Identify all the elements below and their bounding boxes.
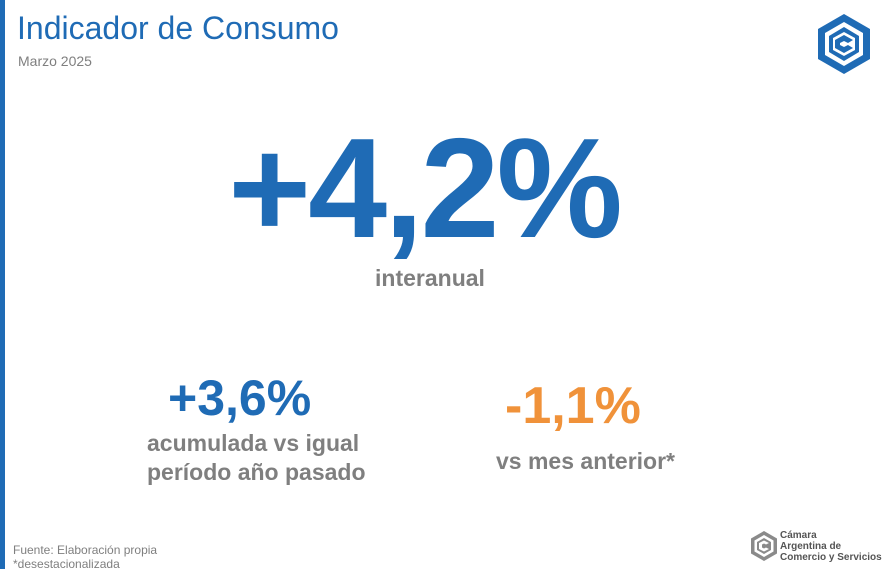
org-name-line: Argentina de — [780, 541, 842, 552]
org-name-line: Comercio y Servicios — [780, 552, 882, 563]
accumulated-label-line: acumulada vs igual — [147, 430, 360, 456]
org-name: Cámara Argentina de Comercio y Servicios — [780, 530, 882, 563]
source-note: Fuente: Elaboración propia — [13, 543, 158, 557]
interannual-value: +4,2% — [228, 109, 623, 268]
report-date: Marzo 2025 — [18, 53, 92, 69]
cac-logo-icon — [818, 14, 870, 74]
org-name-line: Cámara — [780, 530, 817, 541]
org-logo-icon — [751, 531, 777, 561]
left-accent-bar — [0, 0, 5, 569]
monthly-value: -1,1% — [505, 377, 641, 435]
interannual-label: interanual — [375, 265, 485, 291]
accumulated-label-line: período año pasado — [147, 459, 366, 485]
page-title: Indicador de Consumo — [17, 10, 339, 46]
seasonal-note: *desestacionalizada — [13, 557, 120, 571]
accumulated-value: +3,6% — [168, 370, 312, 426]
accumulated-label: acumulada vs igual período año pasado — [147, 429, 366, 487]
monthly-label: vs mes anterior* — [496, 448, 675, 474]
